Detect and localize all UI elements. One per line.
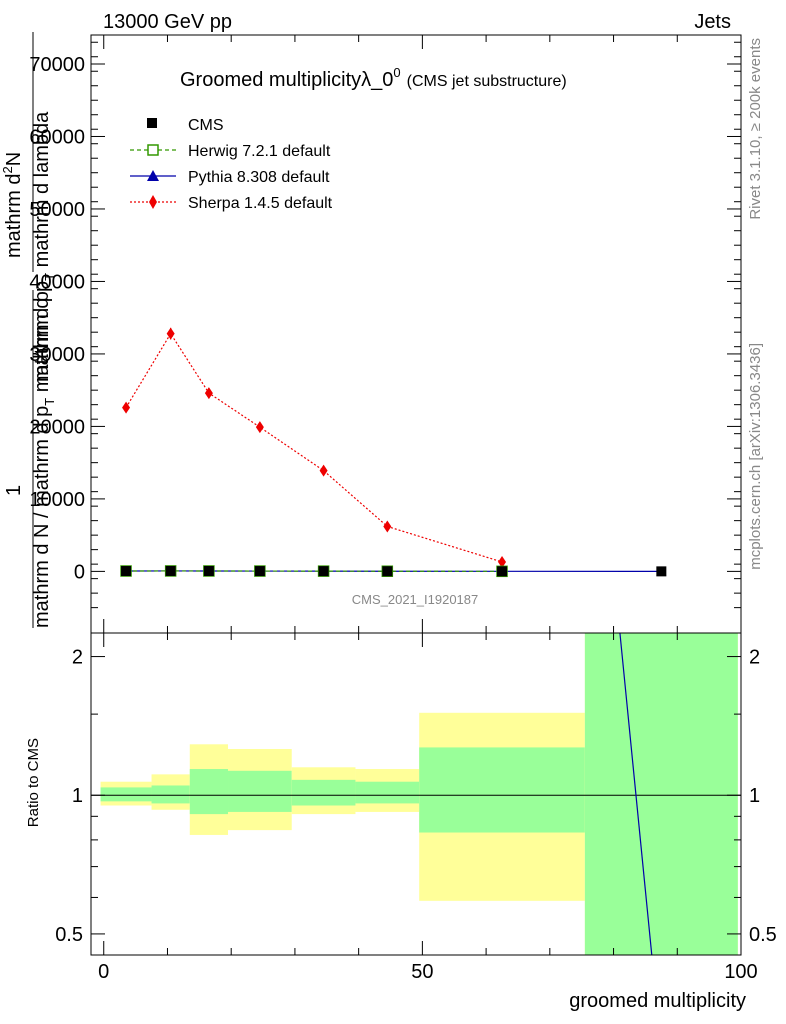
ylabel-top-num: mathrm d bbox=[3, 174, 25, 258]
cms-point bbox=[497, 566, 508, 577]
title-sup: 0 bbox=[393, 65, 400, 80]
legend-pythia-label: Pythia 8.308 default bbox=[188, 169, 330, 186]
sherpa-line bbox=[125, 332, 503, 563]
watermark: CMS_2021_I1920187 bbox=[352, 592, 479, 607]
svg-text:mathrm d2N: mathrm d2N bbox=[0, 152, 25, 258]
sherpa-point bbox=[498, 555, 507, 568]
sherpa-point bbox=[319, 464, 328, 477]
cms-point bbox=[254, 566, 265, 577]
ratio-band-green bbox=[584, 633, 738, 955]
ratio-y-label: Ratio to CMS bbox=[25, 738, 42, 827]
main-y-tick-label: 50000 bbox=[29, 199, 85, 221]
rivet-label: Rivet 3.1.10, ≥ 200k events bbox=[747, 38, 764, 220]
cms-point bbox=[121, 566, 132, 577]
ratio-y-tick-label: 2 bbox=[72, 647, 83, 669]
legend-pythia: Pythia 8.308 default bbox=[130, 169, 330, 186]
ratio-x-tick-label: 50 bbox=[411, 961, 433, 983]
main-series bbox=[120, 327, 667, 578]
main-y-axis: 0 10000 20000 30000 40000 50000 60000 70000 bbox=[29, 41, 741, 609]
ylabel-top-num2: N bbox=[3, 152, 25, 166]
ratio-bands bbox=[100, 633, 738, 955]
main-y-tick-label: 60000 bbox=[29, 126, 85, 148]
ratio-x-axis: 0 50 100 bbox=[98, 633, 758, 983]
ratio-y-tick-label-right: 2 bbox=[749, 647, 760, 669]
ylabel-top-den2: mathrm d lambda bbox=[31, 111, 53, 273]
legend: CMS Herwig 7.2.1 default Pythia 8.308 de… bbox=[130, 117, 333, 212]
main-panel: 0 10000 20000 30000 40000 50000 60000 70000 CMS… bbox=[29, 34, 742, 634]
ratio-panel: 0.5 0.5 1 1 2 2 0 50 100 bbox=[55, 632, 777, 983]
ratio-band-green bbox=[291, 779, 356, 806]
ratio-band-green bbox=[100, 787, 152, 802]
ylabel-top-den-sub: T bbox=[42, 273, 57, 281]
ylabel-bot2: mathrm d p bbox=[31, 291, 53, 398]
main-y-tick-label: 30000 bbox=[29, 344, 85, 366]
ratio-pythia-segment bbox=[619, 632, 653, 956]
ratio-x-tick-label: 100 bbox=[724, 961, 757, 983]
main-y-tick-label: 10000 bbox=[29, 489, 85, 511]
ylabel-bot-sub: T bbox=[42, 398, 57, 406]
ylabel-top-num-sup: 2 bbox=[0, 166, 15, 173]
x-axis-label: groomed multiplicity bbox=[569, 990, 746, 1012]
mcplots-label: mcplots.cern.ch [arXiv:1306.3436] bbox=[747, 343, 764, 570]
ratio-y-tick-label-right: 0.5 bbox=[749, 924, 777, 946]
cms-point bbox=[165, 565, 176, 576]
ratio-band-green bbox=[355, 781, 420, 804]
sherpa-point bbox=[204, 387, 213, 400]
ratio-y-axis: 0.5 0.5 1 1 2 2 bbox=[55, 647, 777, 946]
header-left: 13000 GeV pp bbox=[103, 11, 232, 33]
ylabel-top-den: mathrm d p bbox=[31, 281, 53, 382]
ratio-y-tick-label: 0.5 bbox=[55, 924, 83, 946]
ratio-band-green bbox=[151, 785, 190, 804]
main-y-tick-label: 0 bbox=[74, 561, 85, 583]
header-right: Jets bbox=[694, 11, 731, 33]
main-y-tick-label: 70000 bbox=[29, 54, 85, 76]
plot-title: Groomed multiplicityλ_00 (CMS jet substru… bbox=[180, 65, 567, 91]
sherpa-point bbox=[166, 327, 175, 340]
sherpa-point bbox=[383, 520, 392, 533]
ratio-x-tick-label: 0 bbox=[98, 961, 109, 983]
cms-point bbox=[656, 566, 667, 577]
cms-point bbox=[382, 566, 393, 577]
svg-text:mathrm d N / mathrm d pT mathr: mathrm d N / mathrm d pT mathrm d p bbox=[31, 291, 57, 628]
main-y-tick-label: 20000 bbox=[29, 416, 85, 438]
title-sub: (CMS jet substructure) bbox=[407, 73, 567, 90]
svg-text:mathrm d pT mathrm d lambda: mathrm d pT mathrm d lambda bbox=[31, 111, 57, 382]
cms-point bbox=[203, 565, 214, 576]
ylabel-bot: mathrm d N / mathrm d p bbox=[31, 406, 53, 628]
ratio-pythia-line bbox=[619, 632, 653, 956]
legend-sherpa-label: Sherpa 1.4.5 default bbox=[188, 195, 333, 212]
ylabel-one: 1 bbox=[3, 485, 25, 496]
ratio-frame bbox=[90, 632, 742, 956]
legend-herwig: Herwig 7.2.1 default bbox=[130, 143, 331, 160]
main-x-axis bbox=[103, 35, 742, 633]
legend-herwig-label: Herwig 7.2.1 default bbox=[188, 143, 331, 160]
ratio-band-green bbox=[189, 769, 229, 815]
legend-cms: CMS bbox=[147, 117, 224, 134]
ratio-y-tick-label-right: 1 bbox=[749, 785, 760, 807]
sherpa-point bbox=[255, 421, 264, 434]
sherpa-point bbox=[122, 401, 131, 414]
main-y-label: mathrm d2N mathrm d pT mathrm d lambda 1… bbox=[0, 32, 57, 628]
legend-cms-label: CMS bbox=[188, 117, 224, 134]
cms-point bbox=[318, 566, 329, 577]
ratio-band-green bbox=[419, 747, 585, 833]
ratio-band-green bbox=[228, 770, 292, 812]
main-y-tick-label: 40000 bbox=[29, 271, 85, 293]
legend-sherpa: Sherpa 1.4.5 default bbox=[130, 195, 333, 212]
ratio-y-tick-label: 1 bbox=[72, 785, 83, 807]
title-lambda: λ_0 bbox=[361, 69, 393, 91]
title-main: Groomed multiplicity bbox=[180, 69, 361, 91]
